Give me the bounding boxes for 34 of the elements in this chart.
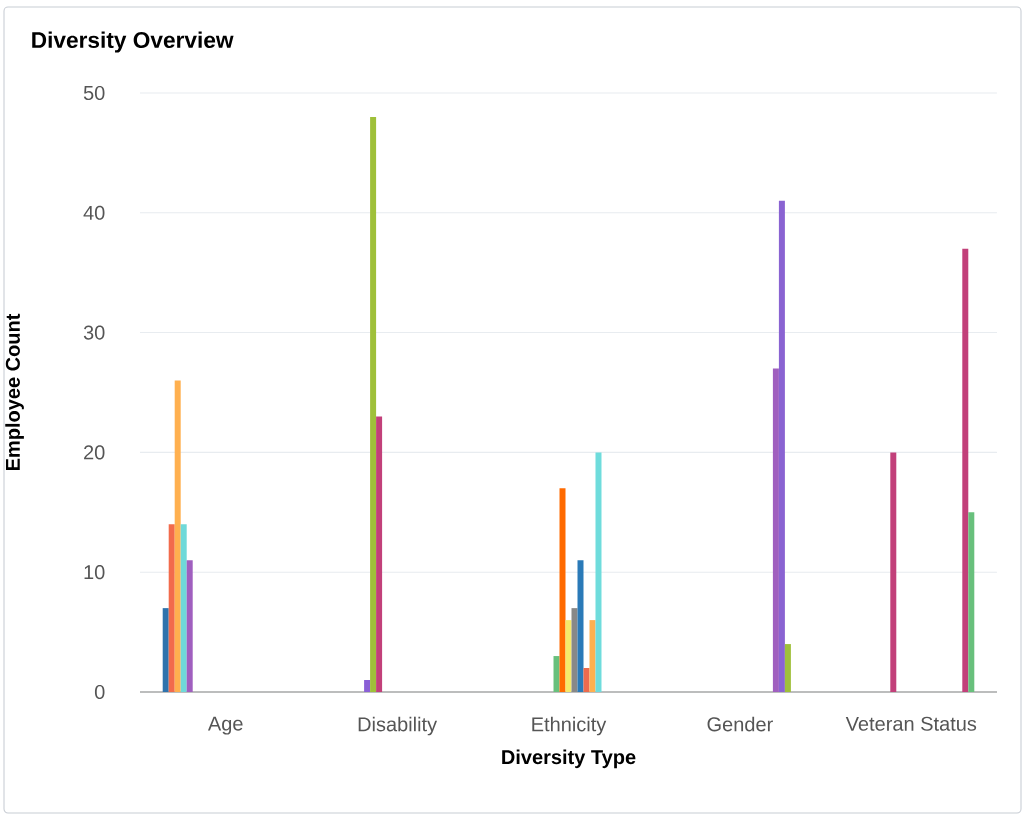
bar (553, 656, 560, 692)
y-axis-title: Employee Count (5, 313, 24, 471)
y-tick-label: 0 (94, 684, 105, 700)
bar (772, 368, 779, 692)
bar (186, 560, 193, 692)
bar (559, 488, 566, 692)
bar (577, 560, 584, 692)
bar (174, 380, 181, 692)
bar (583, 668, 590, 692)
x-tick-label: Age (207, 716, 243, 735)
x-tick-label: Ethnicity (532, 716, 607, 736)
bar (571, 608, 578, 692)
x-axis-title: Diversity Type (502, 749, 636, 769)
bar (968, 512, 975, 692)
bar (778, 200, 785, 692)
y-tick-label: 40 (83, 205, 105, 220)
y-tick-label: 30 (83, 325, 105, 340)
bar (168, 524, 175, 692)
x-tick-label: Gender (707, 716, 773, 732)
chart-title: Diversity Overview (32, 31, 234, 53)
y-tick-label: 20 (84, 445, 105, 460)
y-tick-label: 10 (84, 565, 105, 580)
bar (162, 608, 169, 692)
bar (962, 248, 969, 692)
x-tick-label: Veteran Status (845, 716, 977, 731)
bar (784, 644, 791, 692)
bar (376, 416, 383, 692)
bar (370, 116, 377, 692)
bar (890, 452, 897, 692)
bar (180, 524, 187, 692)
bar (364, 680, 371, 692)
x-tick-label: Disability (358, 716, 438, 736)
bar (595, 452, 602, 692)
y-tick-label: 50 (83, 85, 105, 101)
